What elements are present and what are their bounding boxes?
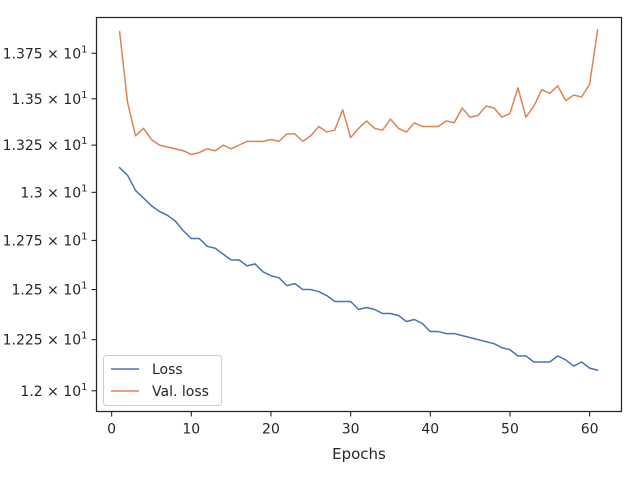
- x-tick-label: 60: [581, 422, 599, 438]
- x-tick-label: 40: [421, 422, 439, 438]
- x-tick-label: 0: [107, 422, 116, 438]
- series-line-val-loss: [118, 29, 599, 156]
- legend-box: [103, 355, 222, 406]
- x-tick-label: 20: [262, 422, 280, 438]
- y-tick-label: 1.375 × 101: [3, 44, 88, 62]
- series-line-loss: [118, 166, 599, 372]
- x-axis-label: Epochs: [332, 445, 386, 463]
- x-tick-label: 50: [501, 422, 519, 438]
- legend-label-loss: Loss: [152, 362, 183, 378]
- y-axis: 1.2 × 101 1.225 × 101 1.25 × 101 1.275 × 10…: [3, 44, 97, 400]
- y-tick-label: 1.325 × 101: [3, 136, 88, 154]
- x-tick-label: 30: [342, 422, 360, 438]
- y-tick-label: 1.275 × 101: [3, 231, 88, 249]
- x-axis: 0 10 20 30 40 50 60: [107, 411, 599, 438]
- series-layer: [118, 29, 599, 372]
- legend-label-val-loss: Val. loss: [152, 384, 209, 400]
- y-tick-label: 1.25 × 101: [12, 281, 88, 299]
- y-tick-label: 1.225 × 101: [3, 331, 88, 349]
- y-tick-label: 1.35 × 101: [12, 90, 88, 108]
- y-tick-label: 1.2 × 101: [20, 382, 87, 400]
- y-tick-label: 1.3 × 101: [20, 183, 87, 201]
- x-tick-label: 10: [182, 422, 200, 438]
- legend: Loss Val. loss: [103, 355, 222, 406]
- plot-frame: [95, 16, 623, 413]
